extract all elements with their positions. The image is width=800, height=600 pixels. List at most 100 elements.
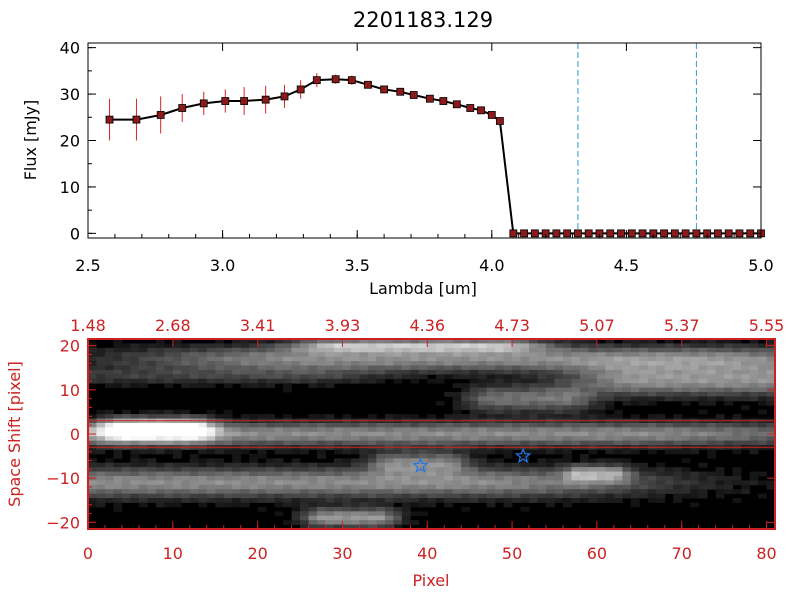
image-pixel (605, 414, 615, 419)
image-pixel (223, 484, 233, 490)
image-pixel (113, 339, 123, 344)
image-pixel (291, 374, 301, 380)
image-pixel (367, 493, 377, 499)
spectrum-point (495, 117, 504, 125)
image-pixel (605, 374, 615, 380)
image-pixel (690, 352, 700, 358)
image-pixel (384, 343, 394, 349)
image-pixel (393, 347, 403, 353)
image-pixel (435, 453, 445, 459)
image-pixel (512, 436, 521, 442)
image-pixel (724, 369, 733, 375)
image-pixel (554, 374, 564, 380)
image-pixel (605, 498, 615, 503)
image-pixel (435, 347, 445, 353)
image-pixel (461, 449, 471, 455)
image-pixel (350, 436, 360, 442)
image-pixel (571, 339, 581, 344)
image-pixel (452, 480, 462, 486)
image-pixel (546, 414, 555, 419)
image-pixel (690, 427, 700, 433)
image-pixel (172, 440, 182, 446)
image-pixel (698, 480, 708, 486)
image-pixel (529, 352, 538, 358)
image-pixel (546, 475, 555, 481)
image-pixel (656, 467, 666, 472)
image-pixel (367, 339, 377, 344)
image-pixel (393, 427, 403, 433)
image-pixel (215, 343, 225, 349)
image-pixel (376, 524, 386, 530)
image-pixel (393, 343, 403, 349)
image-pixel (147, 343, 157, 349)
image-pixel (749, 392, 759, 397)
image-pixel (350, 339, 360, 344)
image-pixel (512, 378, 521, 384)
image-pixel (147, 427, 157, 433)
spectrum-point (617, 229, 625, 238)
image-pixel (317, 374, 326, 380)
image-pixel (579, 422, 589, 428)
image-pixel (520, 498, 530, 503)
image-pixel (206, 361, 216, 366)
image-pixel (342, 374, 352, 380)
image-pixel (520, 365, 530, 371)
image-pixel (596, 387, 606, 393)
image-pixel (579, 458, 589, 464)
image-pixel (579, 493, 589, 499)
image-pixel (164, 467, 174, 472)
image-pixel (342, 352, 352, 358)
image-pixel (690, 436, 700, 442)
image-pixel (681, 489, 691, 495)
image-pixel (291, 462, 301, 468)
image-pixel (639, 400, 649, 406)
image-pixel (529, 449, 538, 455)
image-pixel (333, 361, 343, 366)
image-pixel (317, 369, 326, 375)
image-pixel (384, 453, 394, 459)
image-pixel (138, 356, 148, 362)
image-pixel (554, 356, 564, 362)
image-pixel (113, 347, 123, 353)
image-pixel (588, 431, 598, 437)
image-pixel (249, 347, 259, 353)
image-pixel (274, 484, 284, 490)
image-pixel (232, 440, 242, 446)
spectrum-point (347, 76, 356, 85)
image-pixel (647, 422, 657, 428)
image-pixel (503, 347, 513, 353)
image-pixel (647, 361, 657, 366)
image-pixel (452, 356, 462, 362)
image-pixel (571, 467, 581, 472)
image-pixel (529, 431, 538, 437)
image-pixel (579, 352, 589, 358)
image-pixel (741, 356, 750, 362)
image-pixel (707, 480, 717, 486)
image-pixel (613, 427, 623, 433)
image-pixel (206, 352, 216, 358)
image-pixel (656, 471, 666, 477)
image-pixel (367, 511, 377, 517)
image-pixel (198, 369, 208, 375)
image-pixel (529, 396, 538, 402)
image-pixel (121, 422, 131, 428)
image-pixel (113, 414, 123, 419)
image-pixel (588, 387, 598, 393)
image-pixel (232, 493, 242, 499)
image-pixel (359, 356, 369, 362)
image-pixel (452, 343, 462, 349)
image-pixel (401, 427, 411, 433)
image-pixel (325, 480, 335, 486)
image-pixel (588, 498, 598, 503)
image-pixel (223, 352, 233, 358)
image-pixel (647, 392, 657, 397)
image-pixel (529, 409, 538, 415)
image-pixel (495, 405, 504, 411)
image-pixel (605, 352, 615, 358)
image-pixel (342, 484, 352, 490)
image-pixel (495, 471, 504, 477)
image-pixel (673, 356, 683, 362)
image-pixel (444, 422, 454, 428)
image-pixel (732, 480, 742, 486)
image-pixel (189, 436, 199, 442)
